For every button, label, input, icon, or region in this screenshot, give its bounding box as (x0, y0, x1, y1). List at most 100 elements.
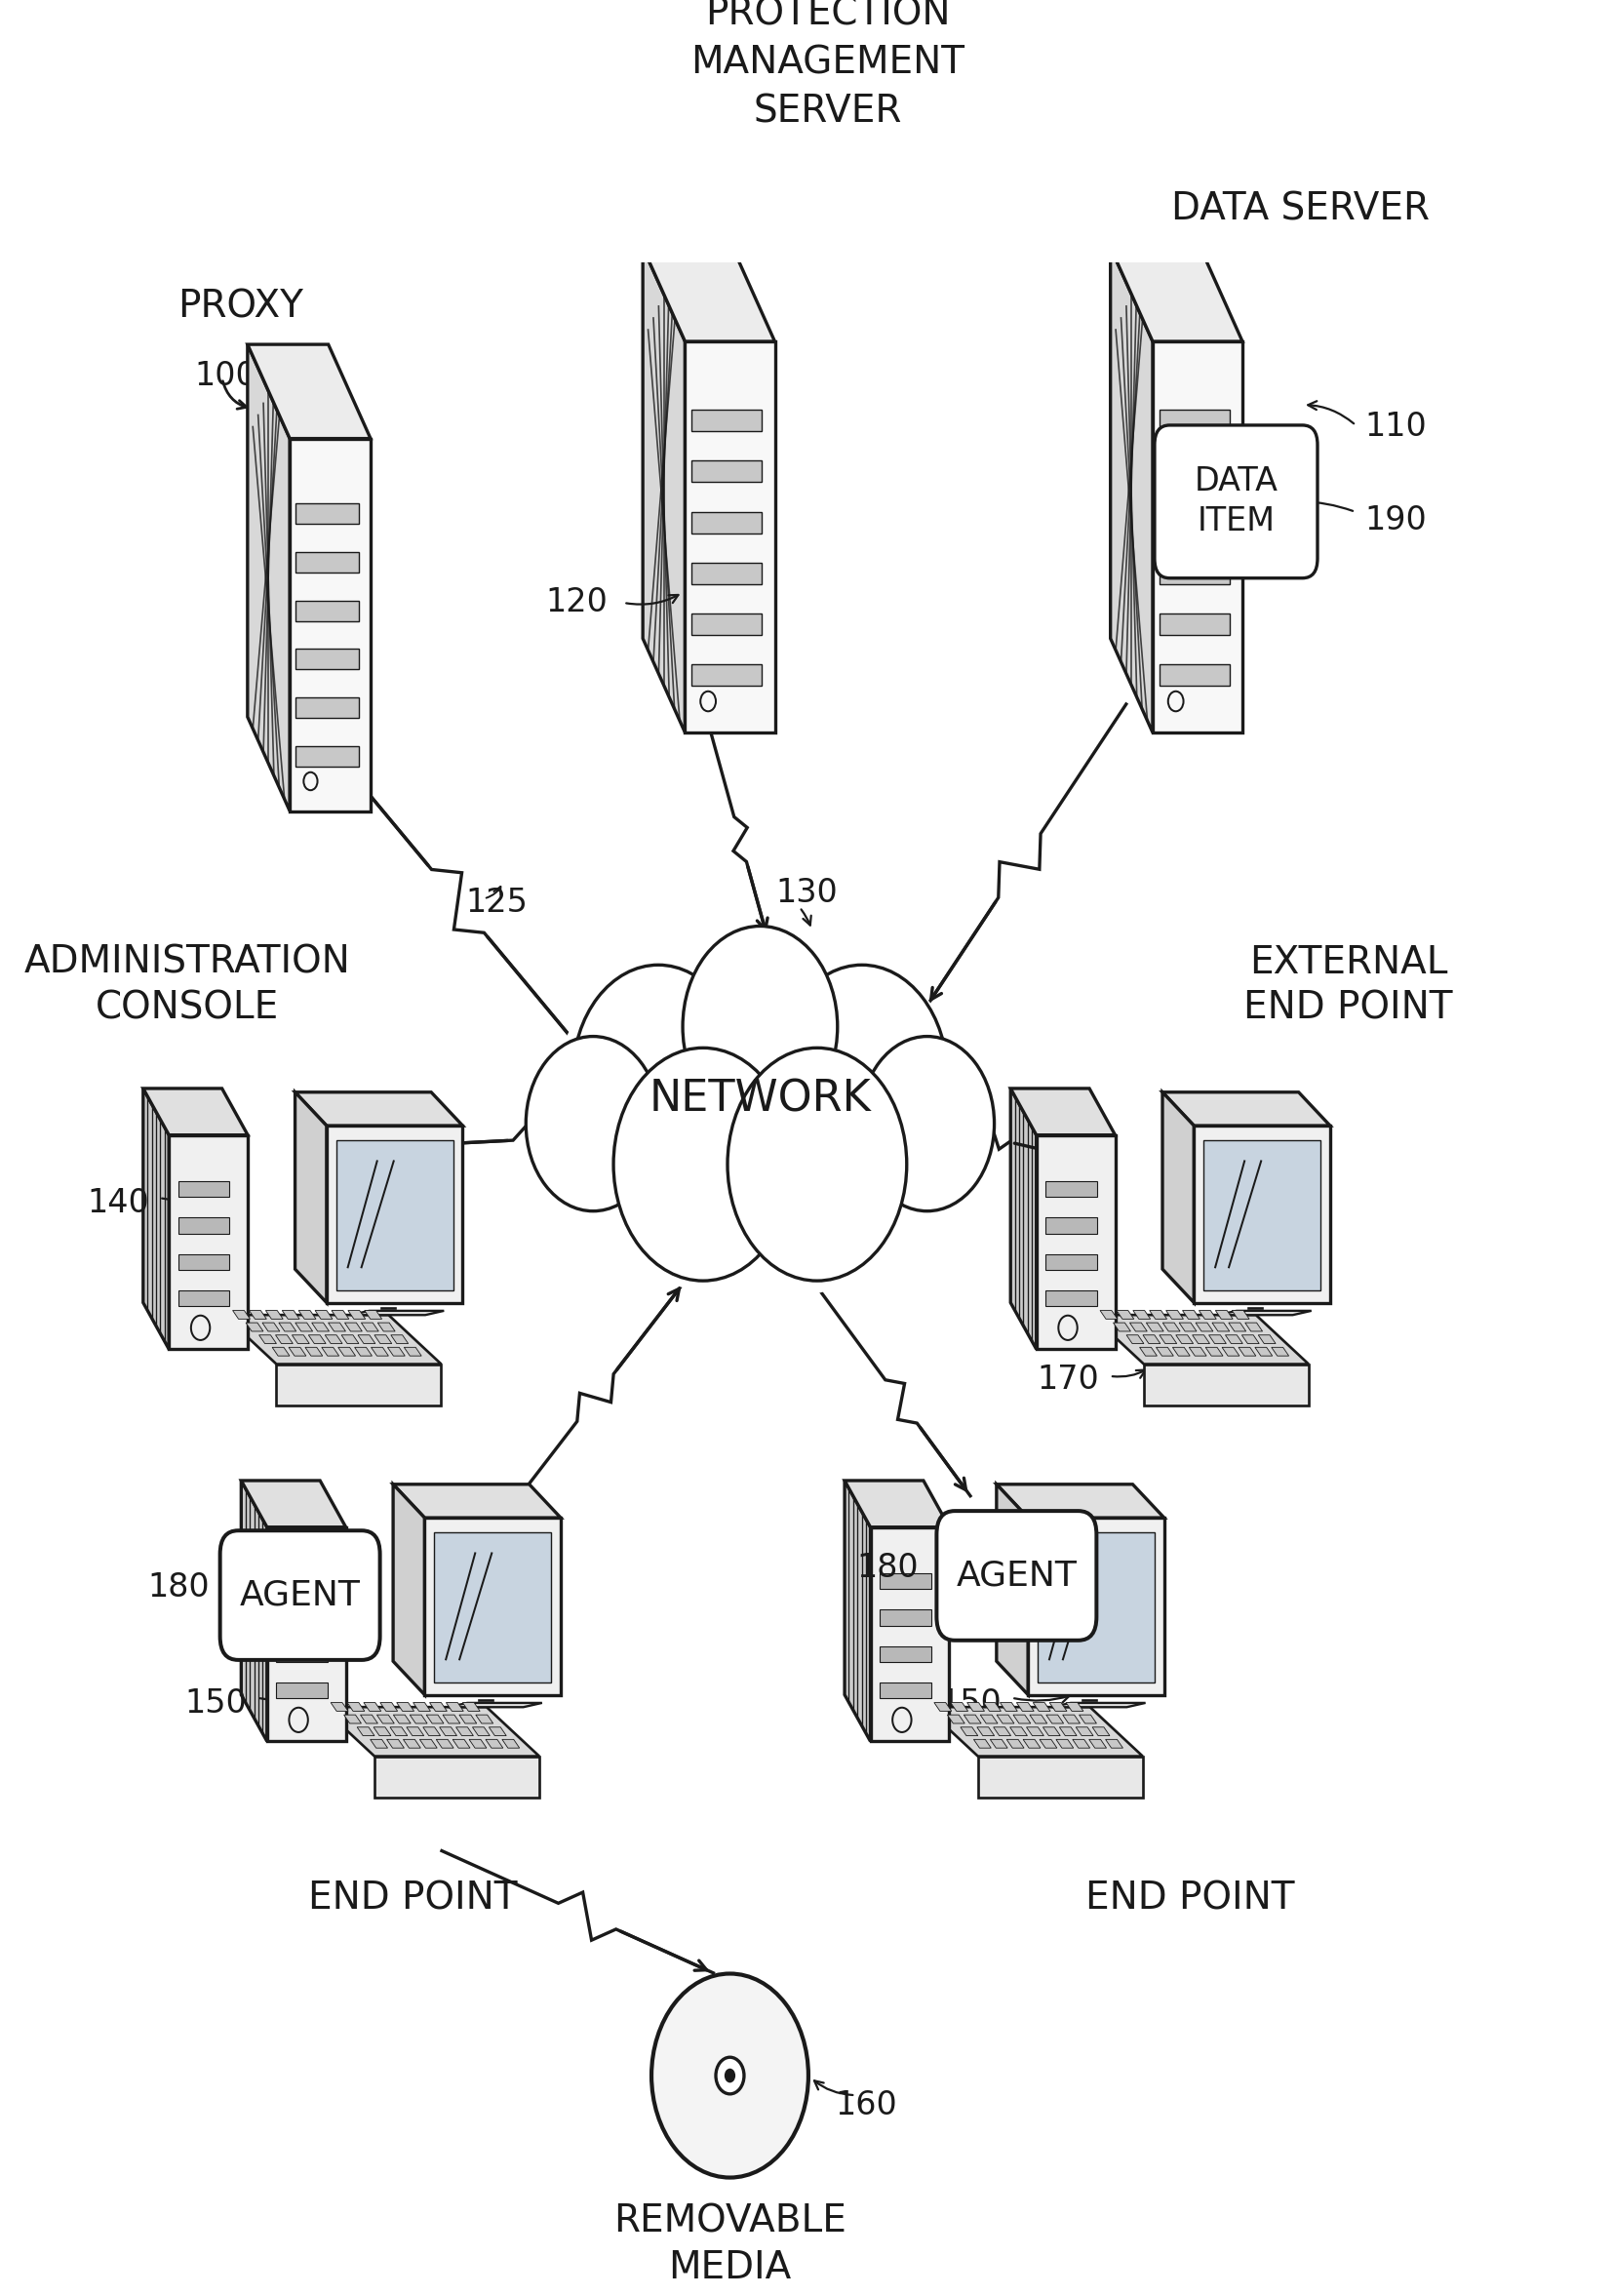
Polygon shape (371, 1740, 387, 1747)
Polygon shape (1258, 1334, 1276, 1343)
Polygon shape (974, 1740, 990, 1747)
Polygon shape (1052, 1704, 1145, 1708)
Circle shape (776, 964, 947, 1187)
Polygon shape (424, 1518, 561, 1694)
Polygon shape (387, 1740, 405, 1747)
Polygon shape (374, 1727, 390, 1736)
Polygon shape (339, 1348, 355, 1357)
Polygon shape (1036, 1134, 1115, 1350)
Polygon shape (423, 1727, 440, 1736)
Polygon shape (169, 1134, 248, 1350)
Polygon shape (977, 1756, 1142, 1798)
Text: 160: 160 (836, 2089, 898, 2122)
Bar (692, 512, 761, 533)
Polygon shape (429, 1704, 447, 1711)
Bar (692, 563, 761, 583)
Bar (1160, 512, 1229, 533)
Polygon shape (242, 1481, 268, 1740)
Polygon shape (1153, 342, 1242, 732)
Polygon shape (1211, 1322, 1229, 1332)
Circle shape (724, 2069, 736, 2082)
Polygon shape (1203, 1139, 1321, 1290)
Text: 130: 130 (776, 877, 837, 909)
Polygon shape (224, 1316, 442, 1364)
Text: 180: 180 (857, 1552, 918, 1584)
Polygon shape (276, 1334, 294, 1343)
Bar (879, 1646, 931, 1662)
Polygon shape (394, 1483, 561, 1518)
Polygon shape (282, 1311, 300, 1318)
Polygon shape (426, 1715, 444, 1724)
Text: REMOVABLE
MEDIA: REMOVABLE MEDIA (613, 2204, 847, 2287)
Polygon shape (295, 1093, 326, 1302)
Polygon shape (1013, 1715, 1031, 1724)
Text: 120: 120 (545, 585, 608, 618)
Bar (179, 1180, 229, 1196)
Text: DATA SERVER: DATA SERVER (1171, 191, 1429, 227)
Polygon shape (1063, 1715, 1081, 1724)
Polygon shape (381, 1704, 397, 1711)
Polygon shape (387, 1348, 405, 1357)
Text: EXTERNAL
END POINT: EXTERNAL END POINT (1244, 944, 1453, 1026)
Polygon shape (342, 1334, 358, 1343)
Polygon shape (394, 1715, 411, 1724)
Circle shape (727, 1047, 907, 1281)
Polygon shape (1160, 1334, 1177, 1343)
Polygon shape (984, 1704, 1002, 1711)
Text: ADMINISTRATION
CONSOLE: ADMINISTRATION CONSOLE (24, 944, 350, 1026)
Text: AGENT: AGENT (957, 1559, 1077, 1591)
Bar (879, 1609, 931, 1626)
Polygon shape (486, 1740, 503, 1747)
Bar (276, 1573, 327, 1589)
Polygon shape (1140, 1348, 1157, 1357)
Polygon shape (977, 1727, 994, 1736)
Polygon shape (448, 1704, 542, 1708)
Circle shape (652, 1975, 808, 2177)
Polygon shape (1116, 1311, 1134, 1318)
Polygon shape (1016, 1704, 1034, 1711)
Polygon shape (356, 1727, 374, 1736)
Polygon shape (489, 1727, 506, 1736)
Text: NETWORK: NETWORK (648, 1079, 871, 1120)
Text: 150: 150 (185, 1688, 247, 1720)
Polygon shape (1226, 1334, 1242, 1343)
Polygon shape (1110, 248, 1242, 342)
Polygon shape (1216, 1311, 1232, 1318)
Polygon shape (266, 1311, 282, 1318)
Bar (179, 1217, 229, 1233)
Polygon shape (1179, 1322, 1197, 1332)
Bar (1160, 563, 1229, 583)
Polygon shape (363, 1704, 381, 1711)
Text: END POINT: END POINT (1086, 1880, 1295, 1917)
Polygon shape (1129, 1322, 1147, 1332)
Bar (276, 1646, 327, 1662)
Polygon shape (298, 1311, 316, 1318)
Bar (692, 461, 761, 482)
Polygon shape (1010, 1727, 1027, 1736)
Bar (692, 411, 761, 432)
Bar (1045, 1290, 1097, 1306)
Polygon shape (1023, 1740, 1040, 1747)
FancyBboxPatch shape (937, 1511, 1097, 1639)
Bar (295, 746, 360, 767)
Polygon shape (456, 1727, 473, 1736)
Polygon shape (361, 1322, 379, 1332)
Polygon shape (290, 439, 371, 810)
Polygon shape (1229, 1322, 1245, 1332)
Polygon shape (413, 1704, 431, 1711)
Polygon shape (144, 1088, 169, 1350)
Polygon shape (1150, 1311, 1166, 1318)
Polygon shape (355, 1348, 373, 1357)
Polygon shape (248, 1311, 266, 1318)
Polygon shape (871, 1527, 948, 1740)
FancyBboxPatch shape (1155, 425, 1318, 579)
Text: PROTECTION
MANAGEMENT
SERVER: PROTECTION MANAGEMENT SERVER (690, 0, 965, 129)
Polygon shape (1205, 1348, 1223, 1357)
Polygon shape (1192, 1334, 1210, 1343)
Polygon shape (1198, 1311, 1216, 1318)
Polygon shape (453, 1740, 469, 1747)
Bar (1160, 664, 1229, 687)
Text: 140: 140 (87, 1187, 148, 1219)
Polygon shape (292, 1334, 310, 1343)
Polygon shape (1011, 1088, 1115, 1134)
